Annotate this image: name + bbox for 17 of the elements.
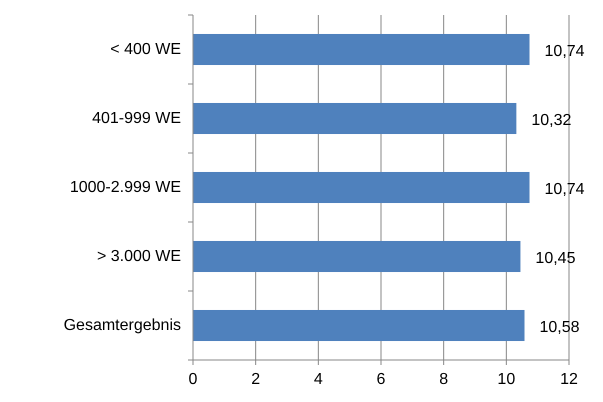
x-tick-label: 2 <box>251 371 260 388</box>
x-tick-label: 8 <box>439 371 448 388</box>
x-tick-label: 6 <box>376 371 386 388</box>
y-tick-label: 401-999 WE <box>92 110 181 127</box>
data-label: 10,45 <box>535 250 576 267</box>
y-tick-label: 1000-2.999 WE <box>70 179 181 196</box>
data-label: 10,32 <box>531 112 572 129</box>
x-tick-label: 12 <box>560 371 578 388</box>
y-tick-label: < 400 WE <box>110 41 181 58</box>
y-tick-label: Gesamtergebnis <box>64 317 181 334</box>
data-label: 10,58 <box>540 319 580 336</box>
x-tick-label: 0 <box>188 371 198 388</box>
y-tick-label: > 3.000 WE <box>96 248 181 265</box>
data-label: 10,74 <box>544 43 585 60</box>
data-label: 10,74 <box>544 181 585 198</box>
x-tick-label: 4 <box>314 371 323 388</box>
x-tick-label: 10 <box>497 371 516 388</box>
